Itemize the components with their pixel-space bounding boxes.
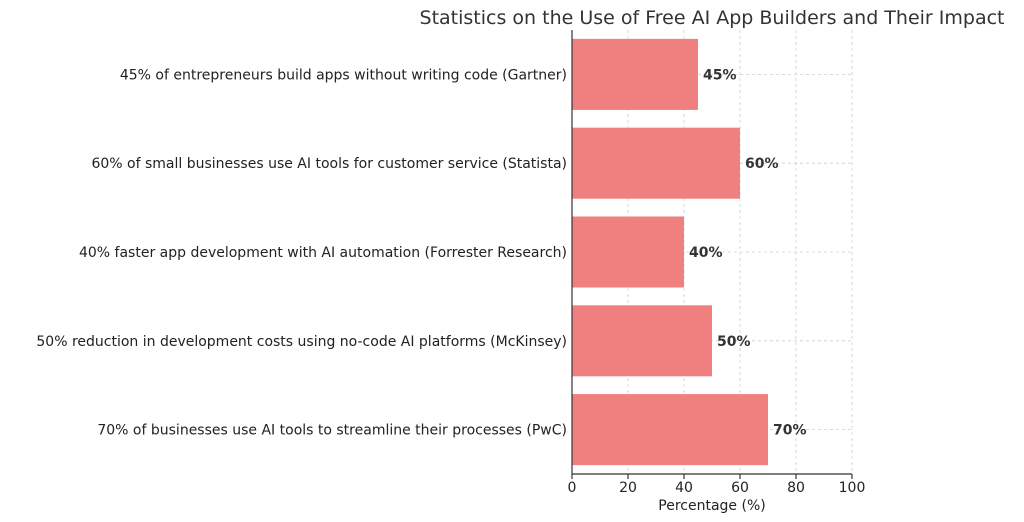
bar-4	[572, 394, 768, 466]
data-label-1: 60%	[745, 156, 779, 172]
bar-0	[572, 38, 698, 110]
data-label-layer: 45% 60% 40% 50% 70%	[689, 67, 807, 438]
category-label-3: 50% reduction in development costs using…	[36, 334, 567, 350]
x-axis-label: Percentage (%)	[658, 498, 765, 514]
data-label-3: 50%	[717, 334, 751, 350]
bar-2	[572, 216, 684, 288]
x-tick-label-1: 20	[619, 480, 637, 496]
x-tick-label-0: 0	[568, 480, 577, 496]
x-tick-label-4: 80	[787, 480, 805, 496]
data-label-4: 70%	[773, 423, 807, 439]
bar-1	[572, 127, 740, 199]
x-tick-label-5: 100	[839, 480, 866, 496]
category-label-0: 45% of entrepreneurs build apps without …	[120, 67, 567, 83]
category-label-layer: 45% of entrepreneurs build apps without …	[36, 67, 567, 438]
data-label-2: 40%	[689, 245, 723, 261]
x-tick-label-2: 40	[675, 480, 693, 496]
x-tick-label-3: 60	[731, 480, 749, 496]
category-label-1: 60% of small businesses use AI tools for…	[91, 156, 567, 172]
data-label-0: 45%	[703, 67, 737, 83]
axis-layer: 0 20 40 60 80 100	[568, 30, 866, 496]
bar-3	[572, 305, 712, 377]
bar-layer	[572, 38, 768, 466]
category-label-4: 70% of businesses use AI tools to stream…	[97, 423, 567, 439]
category-label-2: 40% faster app development with AI autom…	[79, 245, 567, 261]
chart-title: Statistics on the Use of Free AI App Bui…	[420, 7, 1005, 29]
